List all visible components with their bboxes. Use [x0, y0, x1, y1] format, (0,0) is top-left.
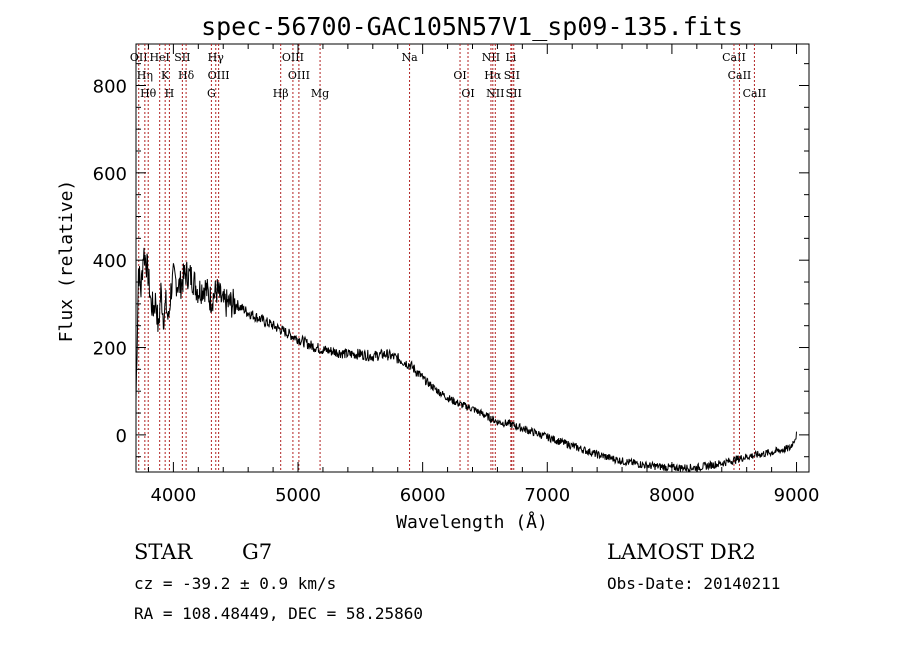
marker-label-h: H — [165, 87, 175, 100]
marker-label-oii: OII — [130, 51, 148, 64]
spectral-line-markers: OIIHηHθHeIKHSIIHδGHγOIIIHβOIIIOIIIMgNaOI… — [130, 44, 766, 472]
marker-label-g: G — [207, 87, 216, 100]
marker-label-hα: Hα — [484, 69, 502, 82]
x-tick-label: 7000 — [524, 485, 570, 506]
marker-label-caii: CaII — [728, 69, 752, 82]
marker-label-sii: SII — [506, 87, 522, 100]
marker-label-oiii: OIII — [282, 51, 304, 64]
survey-name: LAMOST DR2 — [607, 540, 756, 564]
x-tick-label: 6000 — [400, 485, 446, 506]
marker-label-oi: OI — [461, 87, 474, 100]
marker-label-oiii: OIII — [208, 69, 230, 82]
marker-label-oi: OI — [453, 69, 466, 82]
y-tick-label: 400 — [93, 251, 127, 272]
chart-title: spec-56700-GAC105N57V1_sp09-135.fits — [201, 12, 743, 41]
obs-date-text: Obs-Date: 20140211 — [607, 574, 780, 593]
marker-label-hη: Hη — [137, 69, 153, 82]
marker-label-hei: HeI — [149, 51, 169, 64]
plot-frame — [135, 43, 810, 473]
marker-label-nii: NII — [482, 51, 500, 64]
marker-label-nii: NII — [486, 87, 504, 100]
marker-label-mg: Mg — [311, 87, 329, 100]
coordinates-text: RA = 108.48449, DEC = 58.25860 — [134, 604, 423, 623]
x-tick-label: 8000 — [649, 485, 695, 506]
x-tick-label: 4000 — [150, 485, 196, 506]
marker-label-caii: CaII — [743, 87, 767, 100]
y-tick-label: 0 — [116, 426, 127, 447]
axes: 4000 5000 6000 7000 8000 9000 0 200 400 600 800 — [93, 44, 820, 506]
object-class: STAR — [134, 540, 193, 564]
marker-label-oiii: OIII — [288, 69, 310, 82]
marker-label-li: Li — [505, 51, 516, 64]
marker-label-hθ: Hθ — [140, 87, 157, 100]
x-axis-label: Wavelength (Å) — [396, 511, 548, 533]
redshift-text: cz = -39.2 ± 0.9 km/s — [134, 574, 336, 593]
marker-label-hδ: Hδ — [178, 69, 195, 82]
marker-label-na: Na — [401, 51, 418, 64]
marker-label-sii: SII — [174, 51, 190, 64]
marker-label-k: K — [161, 69, 170, 82]
marker-label-hγ: Hγ — [208, 51, 225, 64]
spectrum-line — [135, 247, 797, 473]
y-tick-label: 600 — [93, 164, 127, 185]
marker-label-sii: SII — [504, 69, 520, 82]
y-tick-label: 800 — [93, 76, 127, 97]
object-subclass: G7 — [242, 540, 272, 564]
x-tick-label: 5000 — [275, 485, 321, 506]
marker-label-hβ: Hβ — [273, 87, 289, 100]
x-tick-label: 9000 — [774, 485, 820, 506]
marker-label-caii: CaII — [722, 51, 746, 64]
y-tick-label: 200 — [93, 339, 127, 360]
y-axis-label: Flux (relative) — [56, 180, 77, 343]
